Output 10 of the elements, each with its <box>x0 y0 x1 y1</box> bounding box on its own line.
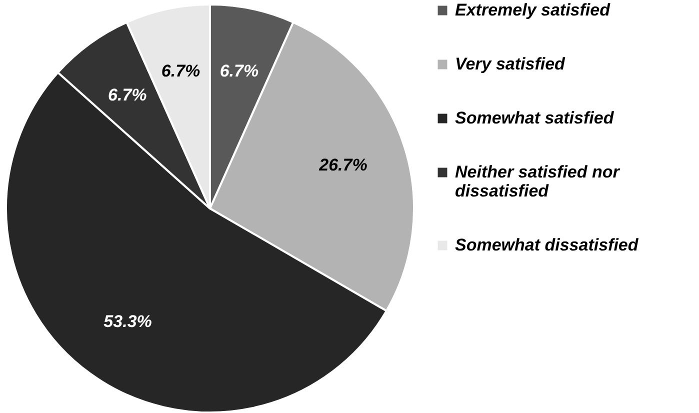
data-label: 6.7% <box>220 62 259 81</box>
data-label: 53.3% <box>104 312 152 331</box>
legend-label: Somewhat dissatisfied <box>455 236 639 254</box>
legend-label: Very satisfied <box>455 54 566 74</box>
legend-label: Extremely satisfied <box>455 0 611 20</box>
data-label: 6.7% <box>161 62 200 81</box>
legend-label: Neither satisfied nor dissatisfied <box>455 162 621 200</box>
data-label: 6.7% <box>108 85 147 104</box>
data-label: 26.7% <box>318 155 368 174</box>
legend-label: Somewhat satisfied <box>455 108 614 128</box>
